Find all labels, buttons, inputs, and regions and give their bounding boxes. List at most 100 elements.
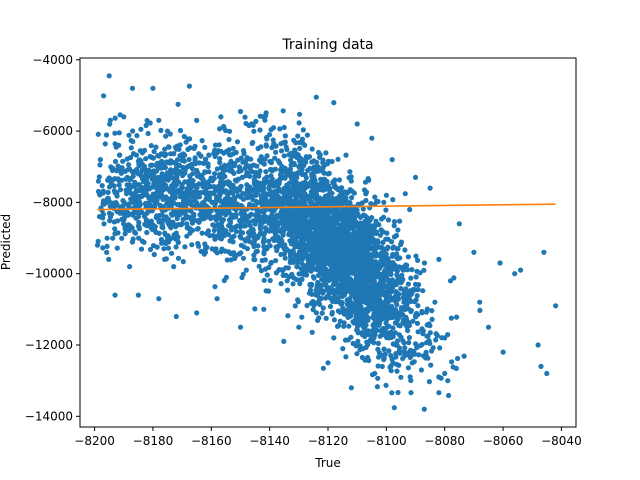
scatter-point — [323, 150, 329, 156]
scatter-point — [143, 170, 149, 176]
scatter-point — [373, 288, 379, 294]
scatter-point — [372, 194, 378, 200]
scatter-point — [158, 151, 164, 157]
scatter-point — [243, 120, 249, 127]
scatter-point — [191, 213, 197, 219]
scatter-point — [271, 237, 277, 243]
scatter-point — [381, 199, 387, 205]
scatter-point — [408, 390, 414, 396]
scatter-point — [123, 191, 130, 197]
scatter-point — [261, 248, 267, 254]
scatter-point — [239, 174, 245, 180]
scatter-point — [310, 192, 316, 198]
scatter-point — [406, 340, 412, 346]
scatter-point — [342, 337, 349, 343]
scatter-point — [329, 195, 335, 201]
x-tick-label: −8100 — [366, 434, 407, 448]
scatter-point — [154, 192, 160, 198]
scatter-point — [194, 218, 200, 224]
scatter-point — [321, 212, 327, 218]
scatter-point — [184, 233, 190, 239]
scatter-point — [97, 162, 103, 168]
scatter-point — [119, 216, 125, 222]
scatter-point — [212, 171, 218, 177]
scatter-point — [313, 287, 319, 293]
scatter-point — [375, 375, 381, 381]
y-tick-label: −14000 — [25, 409, 73, 423]
scatter-point — [201, 160, 207, 166]
scatter-point — [121, 221, 127, 227]
scatter-point — [241, 244, 247, 250]
scatter-point — [364, 226, 370, 232]
scatter-point — [273, 149, 279, 155]
scatter-point — [346, 309, 353, 315]
scatter-point — [267, 166, 274, 173]
scatter-point — [284, 287, 291, 293]
scatter-point — [272, 231, 279, 238]
scatter-point — [172, 180, 178, 186]
scatter-point — [433, 337, 439, 343]
scatter-point — [402, 294, 408, 300]
scatter-point — [296, 271, 302, 277]
scatter-point — [384, 246, 390, 252]
scatter-point — [343, 284, 349, 290]
scatter-point — [383, 299, 389, 305]
scatter-point — [395, 227, 401, 233]
scatter-point — [394, 302, 400, 308]
scatter-point — [400, 276, 406, 283]
scatter-point — [96, 174, 102, 180]
scatter-point — [445, 332, 451, 338]
scatter-point — [252, 185, 258, 191]
scatter-point — [327, 226, 333, 232]
scatter-point — [354, 351, 360, 357]
scatter-point — [395, 389, 401, 396]
scatter-point — [133, 188, 139, 194]
scatter-point — [408, 377, 414, 384]
scatter-point — [111, 188, 117, 194]
scatter-point — [354, 313, 360, 320]
scatter-point — [305, 167, 311, 174]
scatter-point — [336, 177, 342, 183]
scatter-point — [301, 214, 307, 220]
scatter-point — [114, 201, 120, 207]
scatter-point — [257, 156, 263, 163]
scatter-point — [128, 145, 134, 151]
scatter-point — [141, 163, 147, 169]
scatter-point — [377, 333, 383, 339]
scatter-point — [130, 236, 136, 242]
scatter-point — [227, 161, 233, 167]
scatter-point — [182, 201, 188, 207]
scatter-point — [217, 156, 223, 162]
scatter-point — [129, 169, 135, 175]
scatter-point — [178, 222, 184, 228]
scatter-point — [288, 175, 295, 181]
scatter-point — [339, 200, 345, 206]
scatter-point — [405, 281, 411, 287]
scatter-point — [119, 203, 125, 210]
scatter-point — [190, 227, 196, 233]
scatter-point — [500, 349, 506, 355]
scatter-point — [350, 305, 357, 311]
scatter-point — [217, 223, 223, 230]
scatter-point — [369, 253, 375, 259]
scatter-point — [272, 217, 278, 223]
scatter-point — [316, 198, 322, 204]
scatter-point — [355, 212, 361, 218]
scatter-point — [149, 176, 155, 182]
scatter-point — [368, 263, 374, 269]
scatter-point — [163, 186, 169, 192]
scatter-point — [185, 195, 191, 201]
scatter-point — [217, 126, 223, 132]
scatter-point — [294, 151, 300, 157]
scatter-point — [229, 250, 235, 256]
scatter-point — [294, 240, 300, 246]
scatter-point — [99, 183, 105, 189]
scatter-point — [291, 188, 297, 194]
scatter-point — [456, 221, 462, 227]
scatter-point — [150, 85, 156, 91]
scatter-point — [130, 138, 136, 145]
scatter-point — [308, 178, 314, 184]
scatter-point — [272, 155, 278, 161]
scatter-point — [162, 239, 169, 245]
